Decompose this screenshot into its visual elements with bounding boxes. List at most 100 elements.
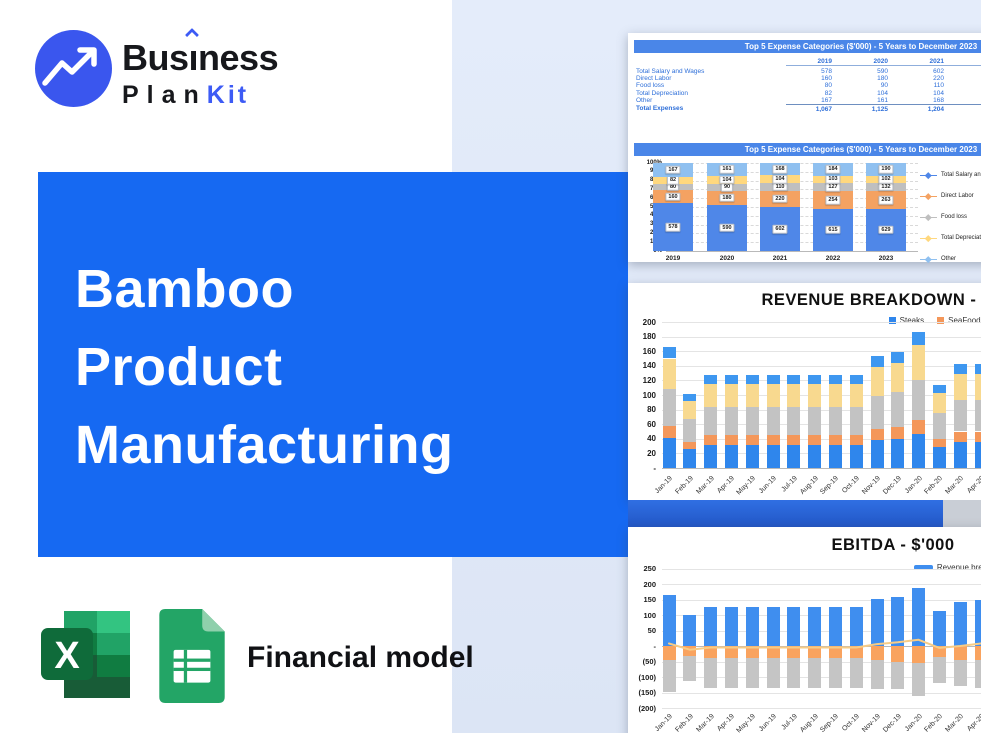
bar-segment <box>912 379 926 420</box>
legend-diamond <box>925 193 932 200</box>
y-tick-label: 100% <box>628 160 662 167</box>
bar-segment <box>808 646 822 659</box>
row-value: 110 <box>933 82 944 90</box>
grid-line <box>662 395 981 396</box>
legend-label: Total Salary and Wages <box>941 172 981 178</box>
row-value: 161 <box>877 96 888 104</box>
row-label: Total Salary and Wages <box>636 68 705 75</box>
bar-value-label: 103 <box>825 174 841 184</box>
legend-swatch-icon <box>888 317 896 324</box>
bar-segment: 263 <box>866 191 906 209</box>
bar-segment <box>662 389 676 426</box>
y-tick-label: 40 <box>647 434 656 444</box>
y-tick-label: 250 <box>643 564 656 573</box>
x-tick-label: 2020 <box>719 255 735 262</box>
bar-segment <box>662 438 676 468</box>
bar-segment <box>662 425 676 439</box>
bar-segment <box>766 435 780 445</box>
y-tick-label: 60 <box>647 419 656 429</box>
bar-segment <box>808 435 822 445</box>
bar-value-label: 602 <box>772 224 788 234</box>
footer-strip-silver-segment <box>943 500 981 527</box>
expense-banner-top: Top 5 Expense Categories ($'000) - 5 Yea… <box>634 40 981 53</box>
table-row: Food loss8090110127132 <box>636 82 981 89</box>
product-title-line2: Product <box>75 337 283 397</box>
grid-line <box>666 251 918 252</box>
bar-segment <box>932 646 946 658</box>
row-value: 184 <box>954 97 981 104</box>
bar-segment <box>912 345 926 380</box>
legend-item: Direct Labor <box>920 192 981 200</box>
bar-segment <box>662 346 676 359</box>
grid-line <box>662 409 981 411</box>
bar-segment: 602 <box>760 207 800 251</box>
legend-bar-icon <box>913 565 933 570</box>
y-tick-label: 160 <box>642 346 656 356</box>
row-value: 167 <box>821 96 832 104</box>
bar-segment <box>870 660 884 690</box>
bar-segment <box>870 367 884 396</box>
grid-line <box>662 365 981 367</box>
logo-trend-chart-icon <box>35 30 112 107</box>
bar-segment <box>891 427 905 439</box>
bar-segment <box>766 606 780 646</box>
bar-segment <box>787 658 801 688</box>
bar-value-label: 590 <box>719 223 735 233</box>
bar-segment <box>745 384 759 408</box>
product-title-line1: Bamboo <box>75 259 294 319</box>
bar-segment <box>828 375 842 385</box>
legend-item: Total Depreciation <box>920 234 981 242</box>
bar-segment <box>745 375 759 385</box>
bar-segment <box>704 375 718 385</box>
grid-line <box>662 380 981 382</box>
bar-segment <box>745 407 759 436</box>
y-tick-label: 100 <box>643 610 656 620</box>
bar-segment <box>849 435 863 445</box>
bar-segment <box>932 438 946 447</box>
grid-line <box>662 424 981 426</box>
bar-segment <box>849 646 863 659</box>
x-tick-label: 2021 <box>772 255 788 262</box>
bar-segment <box>808 375 822 385</box>
grid-line <box>662 584 981 585</box>
row-label: Food loss <box>636 82 665 90</box>
legend-item: Food loss <box>920 213 981 221</box>
bar-segment <box>953 646 967 660</box>
bar-segment: 103 <box>813 174 853 184</box>
bar-value-label: 102 <box>878 174 894 184</box>
bar-segment <box>766 375 780 385</box>
ebitda-bar-line-chart: Revenue breakdownsCOGSOPEX250 200 150 100 50… <box>628 527 981 733</box>
bar-segment <box>912 433 926 468</box>
legend-diamond <box>925 214 932 221</box>
bar-segment: 160 <box>653 190 693 204</box>
bar-segment <box>849 444 863 468</box>
bar-segment: 82 <box>653 175 693 185</box>
legend-item: Other <box>920 255 981 263</box>
bar-segment <box>704 606 718 646</box>
bar-segment: 615 <box>813 208 853 251</box>
logo-wordmark: Busı ness PlanKit <box>122 27 279 110</box>
bar-value-label: 190 <box>878 165 894 174</box>
bar-segment <box>891 351 905 363</box>
legend-line-marker-icon <box>920 235 937 242</box>
bar-segment <box>953 363 967 374</box>
bar-segment <box>849 606 863 646</box>
bar-segment <box>870 395 884 430</box>
bar-segment: 220 <box>760 190 800 207</box>
bar-value-label: 160 <box>665 192 681 201</box>
row-value: 104 <box>933 89 944 97</box>
bar-segment <box>891 661 905 690</box>
grid-line <box>662 336 981 338</box>
bar-segment <box>953 601 967 646</box>
bar-segment <box>787 606 801 646</box>
legend-label: Other <box>941 256 957 262</box>
legend-label: Revenue breakdowns <box>936 563 981 572</box>
x-tick-label: 2022 <box>825 255 841 262</box>
bar-segment <box>704 646 718 659</box>
bar-segment <box>704 435 718 445</box>
bar-segment <box>974 363 981 374</box>
file-format-row: X Financial model <box>38 606 474 703</box>
year-header: 2020 <box>842 57 898 66</box>
